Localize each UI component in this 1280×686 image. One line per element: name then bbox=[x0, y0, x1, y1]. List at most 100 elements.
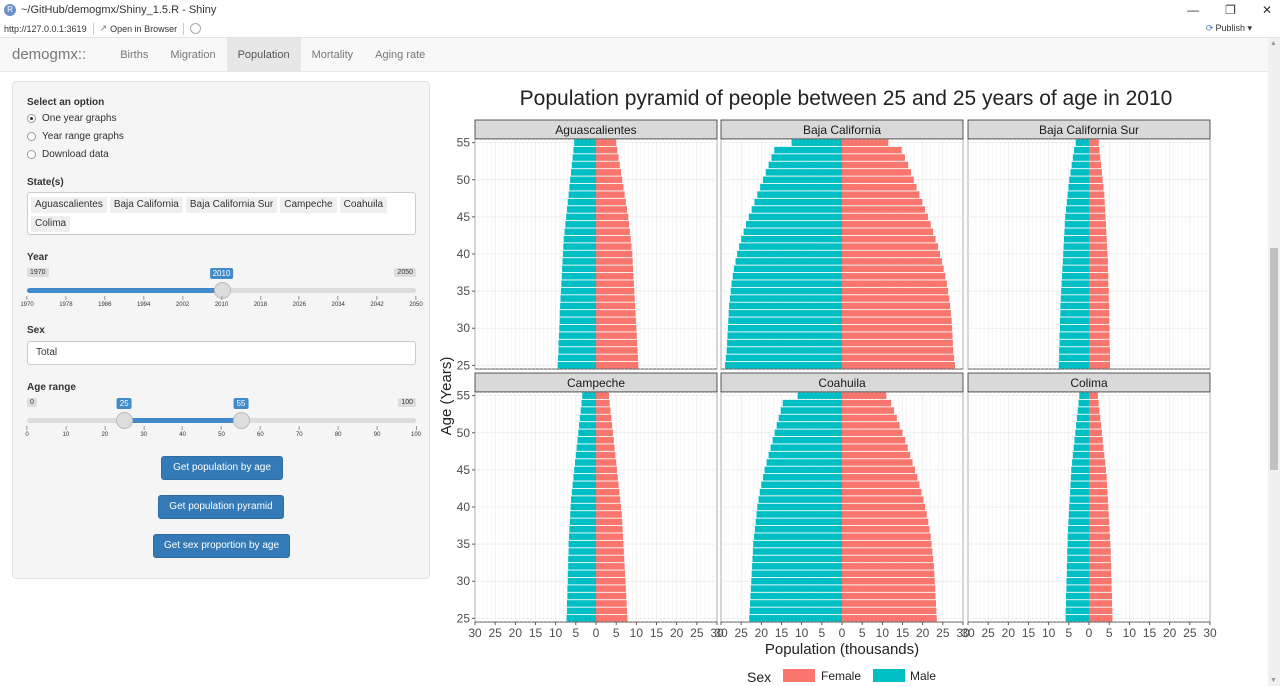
slider-high-handle[interactable] bbox=[232, 412, 250, 429]
bar-male bbox=[561, 272, 596, 280]
bar-male bbox=[765, 169, 842, 176]
bar-male bbox=[566, 206, 596, 213]
tab-migration[interactable]: Migration bbox=[170, 48, 216, 61]
bar-male bbox=[1065, 213, 1089, 221]
bar-female bbox=[842, 250, 941, 258]
bar-female bbox=[596, 496, 621, 503]
radio-year-range[interactable]: Year range graphs bbox=[27, 131, 124, 142]
scroll-up-icon[interactable]: ▲ bbox=[1270, 40, 1277, 47]
radio-download-data[interactable]: Download data bbox=[27, 149, 109, 160]
restore-icon[interactable]: ❐ bbox=[1225, 3, 1236, 17]
open-in-browser-button[interactable]: ↗ Open in Browser bbox=[100, 23, 178, 34]
x-tick-label: 25 bbox=[1183, 626, 1197, 640]
bar-female bbox=[596, 302, 636, 310]
bar-male bbox=[753, 540, 842, 548]
bar-male bbox=[573, 146, 596, 154]
state-chip[interactable]: Aguascalientes bbox=[31, 197, 107, 213]
publish-button[interactable]: ⟳ Publish ▾ bbox=[1205, 23, 1252, 33]
state-chip[interactable]: Coahuila bbox=[339, 197, 388, 213]
year-slider[interactable]: 1970 2050 2010 1970 1978 1986 1994 2002 2010 2… bbox=[20, 268, 423, 310]
tab-births[interactable]: Births bbox=[120, 48, 149, 61]
states-multiselect[interactable]: Aguascalientes Baja California Baja Cali… bbox=[27, 192, 416, 235]
age-range-slider[interactable]: 0 100 25 55 0 10 20 30 40 50 60 70 80 90 100 bbox=[25, 398, 421, 440]
slider-tick-label: 1978 bbox=[59, 296, 72, 308]
minimize-icon[interactable]: — bbox=[1187, 3, 1200, 17]
get-population-by-age-button[interactable]: Get population by age bbox=[161, 456, 283, 480]
bar-female bbox=[842, 533, 931, 540]
bar-female bbox=[596, 272, 634, 280]
bar-male bbox=[1077, 407, 1089, 414]
y-tick-label: 25 bbox=[457, 611, 471, 625]
state-chip[interactable]: Baja California Sur bbox=[185, 197, 278, 213]
url-text[interactable]: http://127.0.0.1:3619 bbox=[4, 23, 87, 34]
state-chip[interactable]: Campeche bbox=[280, 197, 337, 213]
bar-male bbox=[569, 525, 596, 533]
bar-female bbox=[596, 221, 630, 228]
bar-female bbox=[596, 444, 615, 451]
radio-button[interactable] bbox=[27, 114, 36, 123]
states-label: State(s) bbox=[27, 177, 64, 188]
bar-female bbox=[842, 444, 908, 451]
bar-female bbox=[1089, 474, 1107, 481]
bar-male bbox=[1072, 451, 1089, 459]
tab-mortality[interactable]: Mortality bbox=[311, 48, 354, 61]
page-scrollbar[interactable]: ▲ ▼ bbox=[1268, 38, 1280, 686]
bar-female bbox=[842, 324, 953, 332]
x-tick-label: 30 bbox=[714, 626, 728, 640]
bar-male bbox=[581, 399, 596, 407]
scrollbar-thumb[interactable] bbox=[1270, 248, 1278, 470]
x-tick-label: 10 bbox=[876, 626, 890, 640]
x-tick-label: 30 bbox=[956, 626, 970, 640]
facet-strip-label: Aguascalientes bbox=[555, 123, 636, 137]
bar-female bbox=[1089, 459, 1106, 466]
refresh-icon[interactable] bbox=[190, 23, 202, 34]
bar-female bbox=[1089, 287, 1109, 295]
bar-male bbox=[578, 429, 596, 437]
scroll-down-icon[interactable]: ▼ bbox=[1270, 677, 1277, 684]
bar-male bbox=[575, 459, 596, 466]
y-axis-label: Age (Years) bbox=[438, 357, 455, 436]
slider-low-handle[interactable] bbox=[116, 412, 134, 429]
x-tick-label: 0 bbox=[839, 626, 846, 640]
bar-male bbox=[1059, 317, 1089, 325]
bar-female bbox=[1089, 548, 1111, 555]
bar-male bbox=[766, 459, 842, 466]
bar-female bbox=[596, 362, 639, 369]
bar-female bbox=[842, 183, 917, 191]
chart-legend: Sex Female Male bbox=[747, 669, 936, 685]
bar-male bbox=[752, 563, 842, 570]
bar-male bbox=[725, 362, 842, 369]
state-chip[interactable]: Baja California bbox=[109, 197, 183, 213]
population-pyramid-chart: Population pyramid of people between 25 … bbox=[438, 87, 1217, 685]
bar-female bbox=[1089, 139, 1099, 146]
bar-male bbox=[762, 176, 842, 184]
state-chip[interactable]: Colima bbox=[31, 216, 71, 232]
sex-select[interactable]: Total bbox=[27, 341, 416, 365]
bar-female bbox=[1089, 555, 1111, 563]
sidebar-panel: Select an option One year graphs Year ra… bbox=[12, 81, 430, 579]
tab-population[interactable]: Population bbox=[226, 37, 301, 72]
brand-title[interactable]: demogmx:: bbox=[12, 46, 87, 63]
tab-aging-rate[interactable]: Aging rate bbox=[375, 48, 426, 61]
bar-male bbox=[728, 317, 842, 325]
radio-button[interactable] bbox=[27, 150, 36, 159]
get-population-pyramid-button[interactable]: Get population pyramid bbox=[158, 495, 284, 519]
bar-male bbox=[761, 481, 842, 489]
close-icon[interactable]: ✕ bbox=[1261, 3, 1272, 17]
bar-male bbox=[568, 191, 596, 198]
radio-label: Year range graphs bbox=[42, 131, 124, 142]
facet-strip-label: Campeche bbox=[567, 376, 625, 390]
radio-one-year[interactable]: One year graphs bbox=[27, 113, 117, 124]
get-sex-proportion-button[interactable]: Get sex proportion by age bbox=[153, 534, 290, 558]
bar-female bbox=[842, 362, 955, 369]
bar-male bbox=[778, 414, 842, 422]
bar-female bbox=[596, 474, 618, 481]
bar-female bbox=[596, 228, 630, 236]
bar-male bbox=[1067, 540, 1089, 548]
bar-female bbox=[596, 592, 627, 600]
x-tick-label: 25 bbox=[734, 626, 748, 640]
bar-female bbox=[596, 615, 628, 622]
bar-male bbox=[1068, 511, 1089, 518]
radio-button[interactable] bbox=[27, 132, 36, 141]
